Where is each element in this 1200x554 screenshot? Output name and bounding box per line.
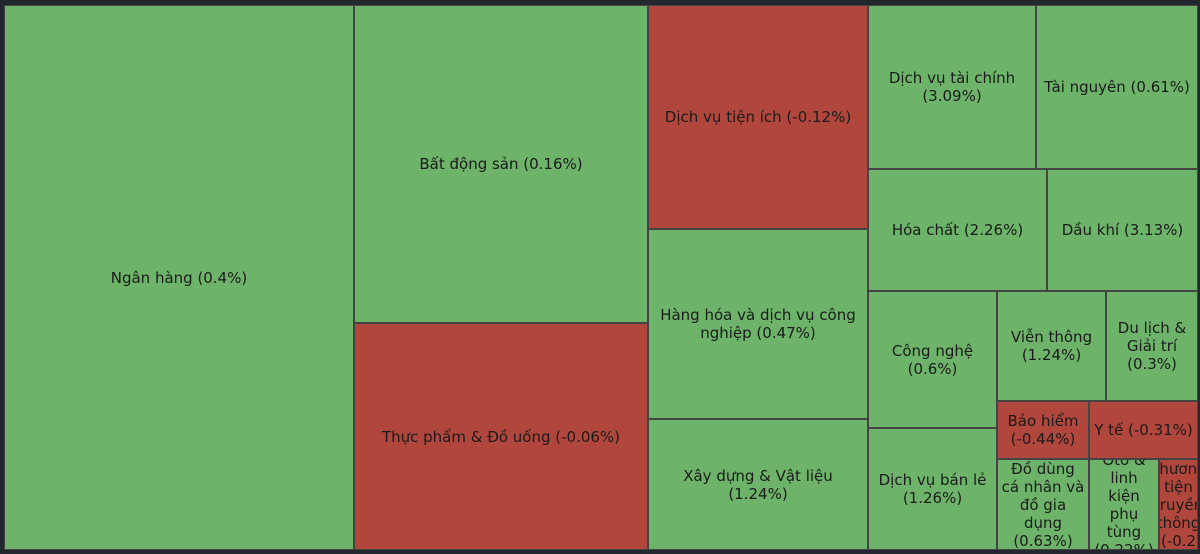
treemap-tile[interactable]: Công nghệ (0.6%) — [868, 291, 997, 428]
treemap-tile[interactable]: Dịch vụ tài chính (3.09%) — [868, 5, 1036, 169]
tile-label: Đồ dùng cá nhân và đồ gia dụng (0.63%) — [1001, 459, 1085, 550]
tile-label: Bảo hiểm (-0.44%) — [1007, 412, 1079, 448]
treemap-tile[interactable]: Y tế (-0.31%) — [1089, 401, 1198, 459]
tile-label: Phương tiện truyền thông (-0.2 — [1159, 459, 1198, 550]
tile-label: Dịch vụ bán lẻ (1.26%) — [878, 471, 987, 507]
tile-label: Hàng hóa và dịch vụ công nghiệp (0.47%) — [660, 306, 856, 342]
tile-label: Dịch vụ tài chính (3.09%) — [888, 69, 1016, 105]
tile-label: Viễn thông (1.24%) — [1010, 328, 1093, 364]
treemap-tile[interactable]: Hóa chất (2.26%) — [868, 169, 1047, 291]
treemap-tile[interactable]: Xây dựng & Vật liệu (1.24%) — [648, 419, 868, 550]
tile-label: Tài nguyên (0.61%) — [1044, 78, 1190, 96]
tile-label: Ngân hàng (0.4%) — [110, 268, 248, 287]
treemap-tile[interactable]: Tài nguyên (0.61%) — [1036, 5, 1198, 169]
tile-label: Bất động sản (0.16%) — [419, 155, 583, 173]
tile-label: Du lịch & Giải trí (0.3%) — [1117, 319, 1187, 373]
treemap-tile[interactable]: Đồ dùng cá nhân và đồ gia dụng (0.63%) — [997, 459, 1089, 550]
tile-label: Ôtô & linh kiện phụ tùng (0.22%) — [1094, 459, 1154, 550]
treemap-tile[interactable]: Dịch vụ bán lẻ (1.26%) — [868, 428, 997, 550]
treemap-tile[interactable]: Ngân hàng (0.4%) — [4, 5, 354, 550]
tile-label: Dầu khí (3.13%) — [1061, 221, 1184, 239]
treemap-tile[interactable]: Dầu khí (3.13%) — [1047, 169, 1198, 291]
sector-treemap: Ngân hàng (0.4%) Bất động sản (0.16%) Thực… — [4, 5, 1198, 550]
treemap-tile[interactable]: Du lịch & Giải trí (0.3%) — [1106, 291, 1198, 401]
treemap-tile[interactable]: Bất động sản (0.16%) — [354, 5, 648, 323]
treemap-tile[interactable]: Dịch vụ tiện ích (-0.12%) — [648, 5, 868, 229]
tile-label: Hóa chất (2.26%) — [891, 221, 1024, 239]
tile-label: Thực phẩm & Đồ uống (-0.06%) — [381, 427, 621, 446]
tile-label: Công nghệ (0.6%) — [891, 341, 974, 378]
treemap-tile[interactable]: Thực phẩm & Đồ uống (-0.06%) — [354, 323, 648, 550]
tile-label: Dịch vụ tiện ích (-0.12%) — [664, 108, 852, 126]
treemap-tile[interactable]: Phương tiện truyền thông (-0.2 — [1159, 459, 1198, 550]
treemap-tile[interactable]: Hàng hóa và dịch vụ công nghiệp (0.47%) — [648, 229, 868, 419]
tile-label: Xây dựng & Vật liệu (1.24%) — [683, 466, 833, 503]
treemap-tile[interactable]: Viễn thông (1.24%) — [997, 291, 1106, 401]
treemap-tile[interactable]: Ôtô & linh kiện phụ tùng (0.22%) — [1089, 459, 1159, 550]
tile-label: Y tế (-0.31%) — [1094, 421, 1193, 439]
treemap-tile[interactable]: Bảo hiểm (-0.44%) — [997, 401, 1089, 459]
